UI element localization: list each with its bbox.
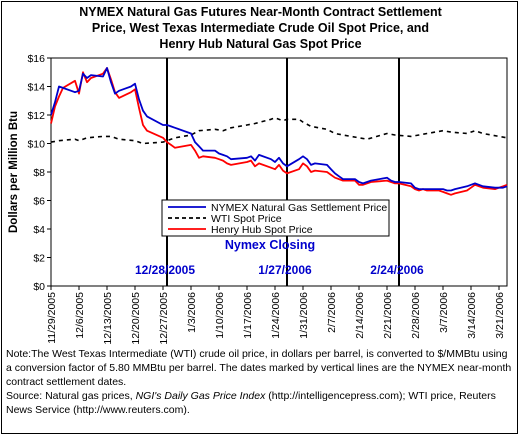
series-line-2	[50, 67, 508, 196]
y-tick-label: $10	[27, 139, 45, 151]
x-tick-label: 3/14/2006	[466, 292, 478, 339]
x-tick-label: 2/28/2006	[410, 292, 422, 339]
y-tick-label: $4	[33, 224, 45, 236]
title-line-2: Price, West Texas Intermediate Crude Oil…	[91, 21, 430, 35]
source-prefix: Source: Natural gas prices,	[6, 390, 136, 402]
title-line-1: NYMEX Natural Gas Futures Near-Month Con…	[79, 5, 442, 19]
settlement-marker-label: 2/24/2006	[370, 263, 424, 277]
settlement-marker-label: 12/28/2005	[135, 263, 195, 277]
nymex-closing-label: Nymex Closing	[225, 238, 315, 252]
y-tick-label: $6	[33, 196, 45, 208]
x-tick-label: 1/3/2006	[186, 292, 198, 333]
x-tick-label: 12/20/2005	[130, 292, 142, 345]
y-axis-label: Dollars per Million Btu	[8, 111, 20, 233]
x-tick-label: 1/10/2006	[214, 292, 226, 339]
legend: NYMEX Natural Gas Settlement Price WTI S…	[161, 199, 390, 237]
x-tick-label: 12/13/2005	[102, 292, 114, 345]
x-tick-label: 1/24/2006	[270, 292, 282, 339]
title-line-3: Henry Hub Natural Gas Spot Price	[159, 37, 362, 51]
x-tick-label: 2/21/2006	[382, 292, 394, 339]
x-tick-label: 2/7/2006	[326, 292, 338, 333]
legend-label-wti: WTI Spot Price	[211, 213, 282, 225]
series-line-0	[50, 67, 508, 192]
x-tick-label: 3/21/2006	[494, 292, 506, 339]
x-tick-label: 3/7/2006	[438, 292, 450, 333]
chart-note: Note:The West Texas Intermediate (WTI) c…	[6, 347, 514, 417]
source-suffix: (http://intelligencepress.com); WTI pric…	[6, 390, 496, 416]
x-tick-label: 12/6/2005	[74, 292, 86, 339]
source-paragraph: Source: Natural gas prices, NGI's Daily …	[6, 389, 514, 417]
y-tick-label: $16	[27, 53, 45, 65]
y-tick-label: $0	[33, 281, 45, 293]
x-tick-label: 1/31/2006	[298, 292, 310, 339]
y-tick-label: $14	[27, 82, 45, 94]
x-tick-label: 2/14/2006	[354, 292, 366, 339]
series-line-1	[50, 117, 508, 145]
y-tick-label: $2	[33, 253, 45, 265]
y-tick-label: $12	[27, 110, 45, 122]
chart-title: NYMEX Natural Gas Futures Near-Month Con…	[0, 4, 521, 52]
legend-label-henry-hub: Henry Hub Spot Price	[211, 224, 313, 236]
x-tick-label: 12/27/2005	[158, 292, 170, 345]
source-index-name: NGI's Daily Gas Price Index	[135, 390, 266, 402]
settlement-marker-label: 1/27/2006	[258, 263, 312, 277]
x-tick-label: 11/29/2005	[46, 292, 58, 344]
note-paragraph: Note:The West Texas Intermediate (WTI) c…	[6, 348, 512, 388]
legend-label-nymex: NYMEX Natural Gas Settlement Price	[211, 202, 387, 214]
x-tick-label: 1/17/2006	[242, 292, 254, 339]
y-tick-label: $8	[33, 167, 45, 179]
